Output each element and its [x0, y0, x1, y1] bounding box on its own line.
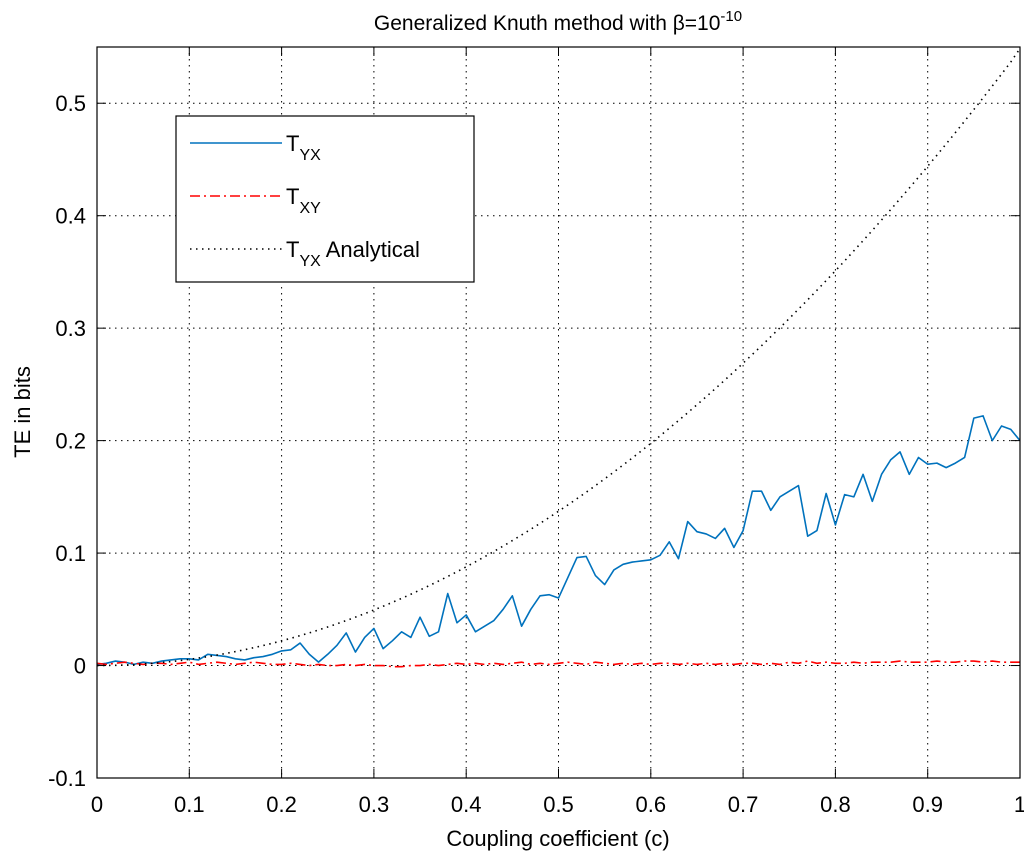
x-tick-label: 0.9: [912, 792, 943, 817]
x-tick-label: 0.4: [451, 792, 482, 817]
legend-entry-tyx-analytical: TYX Analytical: [286, 237, 420, 270]
x-axis-label: Coupling coefficient (c): [446, 826, 669, 851]
series-line-tyx: [96, 415, 1021, 666]
x-tick-label: 0.1: [174, 792, 205, 817]
ticks: 0 0.1 0.2 0.3 0.4 0.5 0.6 0.7 0.8 0.9 1-0.100.10.2…: [48, 47, 1024, 817]
legend: TYX TXY TYX Analytical: [175, 115, 475, 283]
chart-title-superscript: -10: [720, 8, 742, 25]
legend-entry-txy: TXY: [286, 184, 321, 217]
y-tick-label: 0.1: [55, 541, 86, 566]
x-tick-label: 0.8: [820, 792, 851, 817]
y-tick-label: 0: [74, 654, 86, 679]
chart-title: Generalized Knuth method with β=10-10: [374, 8, 742, 35]
x-tick-label: 0.3: [359, 792, 390, 817]
x-tick-label: 0.7: [728, 792, 759, 817]
series-line-tyx-analytical: [96, 48, 1021, 667]
x-tick-label: 0.2: [266, 792, 297, 817]
x-tick-label: 0.5: [543, 792, 574, 817]
series-line-txy: [96, 660, 1020, 668]
y-tick-label: 0.5: [55, 91, 86, 116]
legend-entry-tyx: TYX: [286, 131, 321, 164]
y-tick-label: -0.1: [48, 766, 86, 791]
y-tick-label: 0.2: [55, 429, 86, 454]
x-tick-label: 0: [91, 792, 103, 817]
chart-title-text: Generalized Knuth method with β=10: [374, 12, 721, 35]
y-tick-label: 0.3: [55, 316, 86, 341]
x-tick-label: 1: [1014, 792, 1024, 817]
x-tick-label: 0.6: [636, 792, 667, 817]
y-axis-label: TE in bits: [10, 366, 35, 458]
y-tick-label: 0.4: [55, 204, 86, 229]
series-layer: [96, 48, 1021, 668]
